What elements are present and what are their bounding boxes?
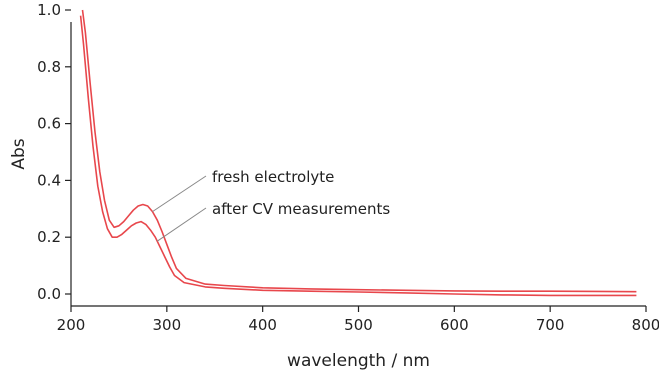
annotation-label: fresh electrolyte	[212, 168, 334, 186]
x-axis-ticks: 200 300 400 500 600 700 800	[57, 306, 659, 334]
annotation-leader-line	[156, 207, 207, 242]
x-tick-label: 700	[536, 316, 565, 334]
x-axis-title: wavelength / nm	[287, 351, 430, 371]
x-tick-label: 200	[57, 316, 86, 334]
y-tick-label: 0.0	[37, 285, 61, 303]
x-tick-label: 400	[248, 316, 277, 334]
annotation-layer: fresh electrolyte after CV measurements	[152, 168, 390, 242]
y-axis-ticks: 0.0 0.2 0.4 0.6 0.8 1.0	[37, 1, 71, 303]
y-tick-label: 0.2	[37, 228, 61, 246]
y-tick-label: 0.6	[37, 115, 61, 133]
y-axis-title: Abs	[9, 138, 29, 169]
x-tick-label: 300	[153, 316, 182, 334]
y-tick-label: 0.8	[37, 58, 61, 76]
series-line-0	[81, 9, 637, 293]
series-line-1	[79, 15, 637, 297]
x-tick-label: 600	[440, 316, 469, 334]
axes-layer	[70, 22, 646, 307]
series-layer	[79, 9, 637, 297]
y-tick-label: 1.0	[37, 1, 61, 19]
y-tick-label: 0.4	[37, 171, 61, 189]
annotation-label: after CV measurements	[212, 200, 390, 218]
x-tick-label: 800	[632, 316, 659, 334]
annotation-leader-line	[152, 175, 207, 213]
x-tick-label: 500	[344, 316, 373, 334]
